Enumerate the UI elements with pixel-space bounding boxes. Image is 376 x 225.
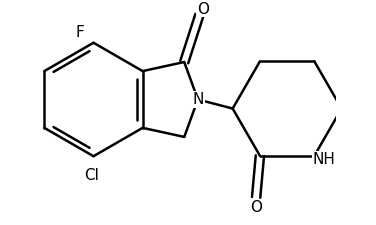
Text: O: O xyxy=(250,200,262,215)
Text: F: F xyxy=(76,25,84,40)
Text: O: O xyxy=(197,2,209,17)
Text: Cl: Cl xyxy=(85,168,99,183)
Text: N: N xyxy=(192,92,203,107)
Text: NH: NH xyxy=(313,152,336,167)
